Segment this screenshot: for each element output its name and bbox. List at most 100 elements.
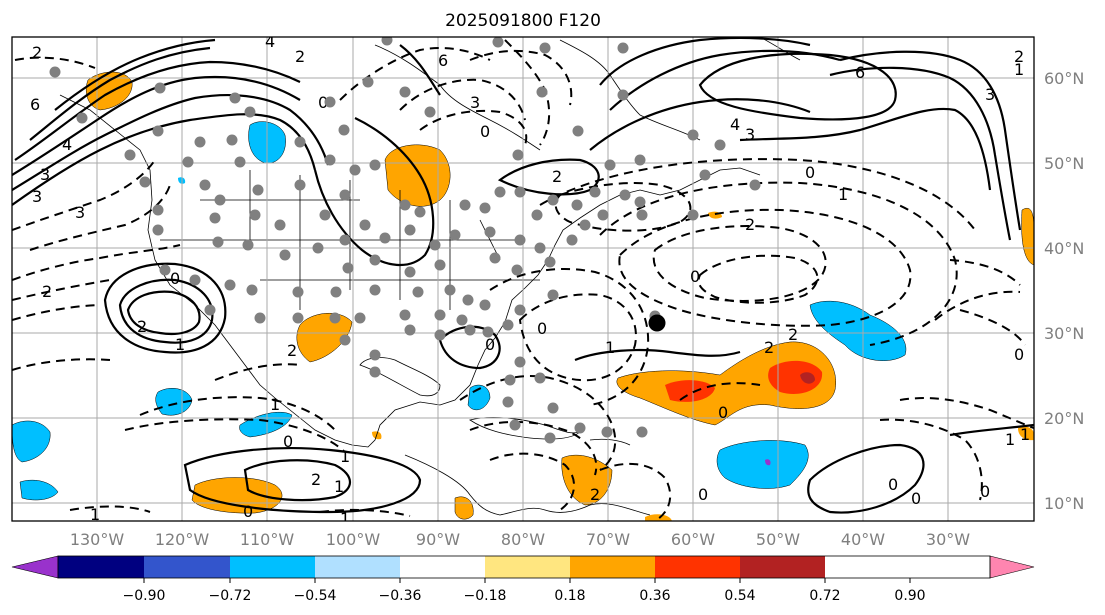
lat-label: 10°N [1044, 494, 1084, 513]
contour-label: 1 [1014, 60, 1024, 79]
orange-fill [384, 144, 451, 207]
contour-label: 4 [730, 115, 740, 134]
storm-center-marker [648, 314, 666, 332]
contour-label: 2 [745, 215, 755, 234]
contour-label: 0 [485, 335, 495, 354]
colorbar-segment [570, 556, 655, 578]
contour-label: 2 [137, 317, 147, 336]
contour-label: 0 [318, 93, 328, 112]
lon-label: 40°W [841, 530, 885, 549]
contour-label: 2 [788, 325, 798, 344]
contour-label: 3 [745, 125, 755, 144]
purple-fill [765, 459, 771, 466]
solid-contours [12, 37, 1034, 514]
map-panel: 2 6 4 2 3 0 3 6 3 4 2 1 0 1 1 6 4 3 3 0 … [12, 32, 1034, 528]
colorbar-tick-label: −0.36 [379, 588, 422, 604]
contour-label: 4 [265, 32, 275, 51]
contour-label: 2 [764, 338, 774, 357]
contour-label: 2 [32, 43, 42, 62]
contour-label: 1 [340, 509, 350, 528]
orange-fill [645, 514, 672, 521]
latitude-labels: 60°N 50°N 40°N 30°N 20°N 10°N [1044, 69, 1084, 513]
contour-label: 0 [1014, 345, 1024, 364]
contour-label: 0 [480, 122, 490, 141]
contour-label: 4 [62, 135, 72, 154]
contour-label: 0 [911, 489, 921, 508]
map-frame [11, 36, 1035, 522]
darkred-fill [800, 372, 815, 384]
orange-fill [561, 454, 613, 506]
orange-fill [1018, 426, 1034, 441]
orange-fill [1021, 207, 1034, 266]
contour-label: 1 [838, 185, 848, 204]
dashed-contours [12, 39, 1034, 521]
colorbar-segment [485, 556, 570, 578]
contour-label: 0 [805, 163, 815, 182]
colorbar-segment [740, 556, 825, 578]
contour-label: 0 [698, 485, 708, 504]
colorbar-tick-label: −0.90 [123, 588, 166, 604]
colorbar-segment [315, 556, 400, 578]
lon-label: 120°W [155, 530, 210, 549]
lat-label: 20°N [1044, 409, 1084, 428]
lat-label: 50°N [1044, 154, 1084, 173]
lon-label: 130°W [70, 530, 125, 549]
contour-label: 3 [32, 187, 42, 206]
red-fill [768, 360, 823, 394]
colorbar-extend-high [989, 555, 1035, 579]
contour-label: 1 [175, 335, 185, 354]
orange-fill [296, 312, 353, 363]
contour-label: 2 [552, 167, 562, 186]
contour-label: 0 [283, 432, 293, 451]
contour-label: 6 [438, 51, 448, 70]
contour-label: 1 [605, 338, 615, 357]
contour-label: 6 [30, 95, 40, 114]
colorbar-frame [57, 555, 991, 579]
colorbar-segment [58, 556, 144, 578]
lon-label: 30°W [926, 530, 970, 549]
blue-fill [12, 420, 51, 463]
contour-label: 3 [75, 203, 85, 222]
colorbar-tick-label: −0.72 [209, 588, 252, 604]
map-title: 2025091800 F120 [445, 11, 601, 31]
red-fill [665, 380, 715, 402]
contour-label: 1 [340, 447, 350, 466]
colorbar-segment [655, 556, 740, 578]
longitude-labels: 130°W 120°W 110°W 100°W 90°W 80°W 70°W 6… [70, 530, 970, 549]
contour-label: 6 [855, 63, 865, 82]
lon-label: 60°W [671, 530, 715, 549]
colorbar-segment [230, 556, 315, 578]
contour-label: 1 [334, 477, 344, 496]
blue-fill [716, 440, 809, 489]
contour-label: 3 [470, 93, 480, 112]
contour-label: 1 [90, 505, 100, 524]
contour-label: 3 [985, 85, 995, 104]
blue-fill [19, 479, 59, 501]
lon-label: 80°W [501, 530, 545, 549]
contour-label: 2 [311, 470, 321, 489]
contour-label: 1 [1005, 430, 1015, 449]
lat-label: 30°N [1044, 324, 1084, 343]
contour-label: 0 [170, 269, 180, 288]
contour-label: 0 [690, 267, 700, 286]
lon-label: 90°W [416, 530, 460, 549]
contour-label: 0 [537, 319, 547, 338]
lat-label: 40°N [1044, 239, 1084, 258]
lon-label: 100°W [326, 530, 381, 549]
colorbar-tick-label: 0.72 [809, 588, 840, 604]
orange-fill [191, 477, 283, 514]
colorbar: −0.90 −0.72 −0.54 −0.36 −0.18 0.18 0.36 … [11, 555, 1035, 604]
blue-fill [809, 300, 907, 361]
contour-label: 1 [270, 395, 280, 414]
colorbar-tick-label: 0.54 [724, 588, 755, 604]
colorbar-segment [400, 556, 485, 578]
contour-labels: 2 6 4 2 3 0 3 6 3 4 2 1 0 1 1 6 4 3 3 0 … [30, 32, 1030, 528]
colorbar-segment [144, 556, 230, 578]
contour-label: 3 [40, 165, 50, 184]
contour-label: 2 [295, 47, 305, 66]
colorbar-tick-label: −0.18 [464, 588, 507, 604]
contour-label: 0 [243, 502, 253, 521]
contour-label: 2 [590, 485, 600, 504]
colorbar-tick-label: 0.36 [639, 588, 670, 604]
